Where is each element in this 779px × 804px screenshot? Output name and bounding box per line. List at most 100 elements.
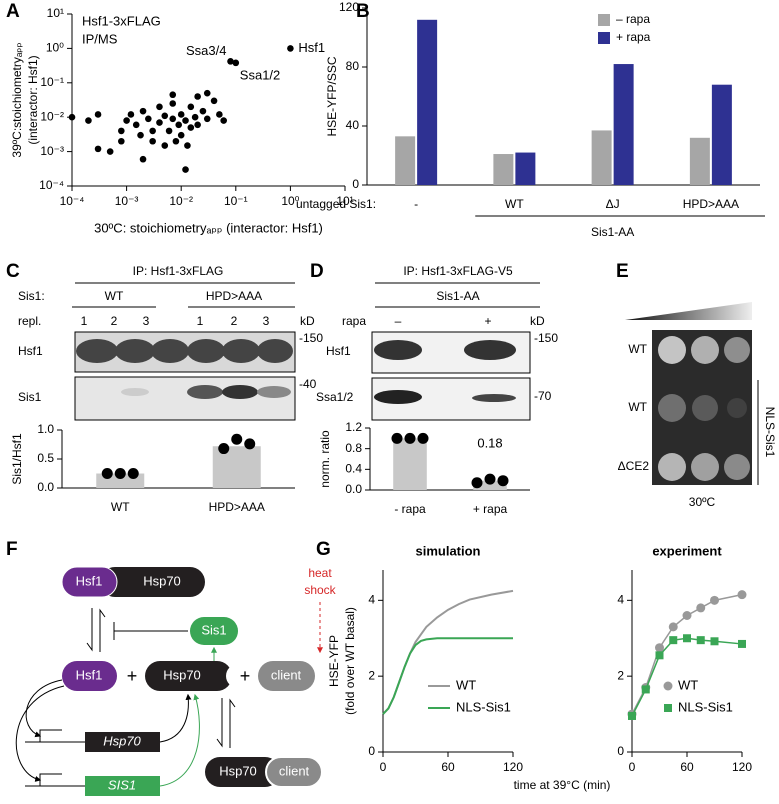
- x-tick-label: -: [414, 197, 418, 211]
- arrow: [159, 693, 192, 743]
- unit: kD: [300, 314, 315, 328]
- model-diagram: Hsf1 Hsp70 heat shock Sis1 Hsf1 + Hsp70 …: [15, 566, 337, 796]
- x-tick-label: 60: [441, 760, 455, 774]
- hsp70-node: [205, 757, 280, 787]
- chart-title: experiment: [652, 543, 722, 558]
- group-label: Sis1-AA: [436, 289, 479, 303]
- y-axis-label: (interactor: Hsf1): [26, 55, 40, 144]
- hsf1-node: [62, 661, 117, 691]
- spot: [658, 336, 686, 364]
- y-tick-label: 1.0: [37, 422, 54, 436]
- x-tick-label: HPD>AAA: [683, 197, 739, 211]
- row-label: Hsf1: [18, 344, 43, 358]
- legend-label: NLS-Sis1: [456, 699, 511, 714]
- node-label: Hsf1: [76, 667, 103, 682]
- stimulus: heat: [308, 566, 332, 580]
- lane: 2: [111, 314, 118, 328]
- blot-c: IP: Hsf1-3xFLAG Sis1: WT HPD>AAA repl. 1…: [18, 264, 323, 421]
- hsp70-node: [145, 661, 232, 691]
- band: [187, 385, 223, 399]
- client-node: [265, 756, 323, 788]
- size-marker: -40: [299, 377, 317, 391]
- annotation: Hsf1: [298, 40, 325, 55]
- point: [94, 111, 102, 118]
- x-tick-label: 120: [503, 760, 523, 774]
- point: [161, 142, 169, 149]
- bands: [76, 339, 293, 363]
- y-tick-label: 2: [368, 668, 375, 682]
- row-label: Hsf1: [326, 344, 351, 358]
- spot: [658, 453, 686, 481]
- chart-subtitle: IP/MS: [82, 31, 118, 46]
- marker: [669, 636, 678, 645]
- legend-label: WT: [678, 677, 698, 692]
- band: [222, 385, 258, 399]
- inhibition: [113, 622, 188, 640]
- marker: [682, 611, 692, 620]
- y-tick-label: 10⁻⁴: [39, 178, 64, 192]
- y-tick-label: 0: [617, 744, 624, 758]
- replicate-point: [497, 475, 509, 487]
- hsp70-node: [100, 567, 205, 597]
- band: [222, 339, 260, 363]
- condition-label: Sis1:: [18, 289, 45, 303]
- dilution-wedge: [625, 302, 752, 320]
- legend-swatch: [598, 14, 610, 26]
- panel-letter: B: [356, 1, 370, 22]
- node-label: client: [279, 763, 310, 778]
- panel-letter: A: [6, 1, 20, 22]
- equilibrium-arrow: [86, 608, 93, 652]
- row-label: WT: [628, 342, 647, 356]
- spot: [724, 454, 750, 480]
- spot: [658, 394, 686, 422]
- blot-title: IP: Hsf1-3xFLAG-V5: [403, 264, 513, 278]
- marker: [738, 639, 746, 648]
- x-tick-label: 10⁰: [281, 194, 299, 208]
- lane: 1: [81, 314, 88, 328]
- y-tick-label: 4: [617, 593, 624, 607]
- replicate-point: [391, 432, 403, 444]
- point: [199, 107, 207, 115]
- y-tick-label: 10⁻¹: [40, 75, 64, 89]
- point: [156, 119, 163, 126]
- y-tick-label: 10¹: [47, 6, 64, 20]
- replicate-point: [101, 468, 113, 479]
- x-tick-label: WT: [505, 197, 524, 211]
- replicate-point: [231, 433, 243, 445]
- marker: [655, 643, 664, 653]
- x-axis-label: time at 39°C (min): [514, 778, 611, 792]
- band: [187, 339, 225, 363]
- panel-letter: D: [310, 261, 324, 282]
- spot: [724, 337, 750, 363]
- replicate-point: [244, 438, 256, 450]
- replicate-point: [114, 468, 126, 479]
- gene-label: SIS1: [108, 777, 136, 792]
- equilibrium-arrow: [229, 698, 236, 748]
- point: [169, 115, 177, 123]
- lane-label: repl.: [18, 314, 41, 328]
- group-label: HPD>AAA: [206, 289, 262, 303]
- stimulus: shock: [304, 583, 336, 597]
- x-tick-label: 10¹: [336, 194, 353, 208]
- replicate-point: [484, 473, 496, 485]
- band: [257, 339, 293, 363]
- x-tick-label: 60: [680, 760, 694, 774]
- point: [182, 166, 189, 173]
- point: [287, 45, 294, 52]
- y-axis-label: Sis1/Hsf1: [10, 433, 24, 485]
- bar: [711, 84, 732, 185]
- equilibrium-arrow: [216, 698, 223, 748]
- point: [203, 89, 211, 97]
- arrow: [15, 685, 65, 782]
- lane: –: [395, 314, 402, 328]
- legend-marker: [664, 704, 672, 712]
- blot-title: IP: Hsf1-3xFLAG: [133, 264, 224, 278]
- point: [106, 148, 114, 155]
- x-tick-label: 120: [732, 760, 752, 774]
- bar: [395, 136, 416, 185]
- spot: [692, 395, 718, 421]
- spot-assay: WT WT ΔCE2 NLS-Sis1 30ºC: [618, 302, 777, 509]
- y-axis-label: (fold over WT basal): [343, 607, 357, 715]
